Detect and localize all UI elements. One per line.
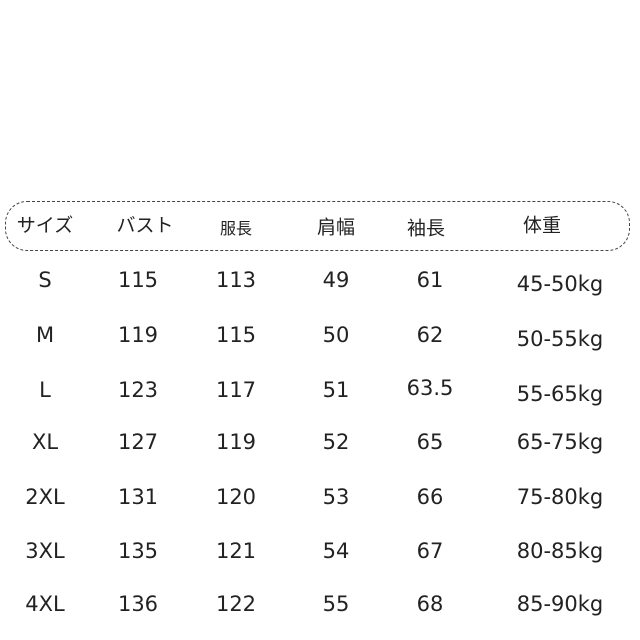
cell-size: 4XL (25, 592, 65, 616)
cell-size: XL (31, 430, 59, 454)
cell-sleeve: 63.5 (406, 376, 454, 400)
cell-bust: 115 (117, 268, 159, 292)
cell-bust: 136 (117, 592, 159, 616)
cell-weight: 85-90kg (516, 592, 604, 616)
cell-size: M (35, 323, 55, 347)
cell-length: 119 (215, 430, 257, 454)
header-shoulder: 肩幅 (316, 216, 356, 239)
cell-size: 3XL (25, 539, 65, 563)
cell-shoulder: 49 (322, 268, 350, 292)
header-row-box (5, 201, 630, 251)
header-weight: 体重 (522, 214, 562, 237)
cell-size: S (38, 268, 52, 292)
cell-weight: 80-85kg (516, 539, 604, 563)
header-size: サイズ (16, 214, 74, 237)
cell-shoulder: 51 (322, 378, 350, 402)
cell-sleeve: 65 (416, 430, 444, 454)
cell-weight: 55-65kg (516, 382, 604, 406)
cell-sleeve: 61 (416, 268, 444, 292)
cell-weight: 45-50kg (516, 272, 604, 296)
cell-shoulder: 55 (322, 592, 350, 616)
cell-shoulder: 52 (322, 430, 350, 454)
header-length: 服長 (219, 219, 253, 238)
cell-bust: 119 (117, 323, 159, 347)
cell-length: 121 (215, 539, 257, 563)
cell-length: 113 (215, 268, 257, 292)
cell-shoulder: 53 (322, 485, 350, 509)
cell-sleeve: 66 (416, 485, 444, 509)
cell-weight: 50-55kg (516, 327, 604, 351)
header-sleeve: 袖長 (406, 217, 446, 240)
header-bust: バスト (116, 214, 174, 237)
cell-weight: 75-80kg (516, 485, 604, 509)
cell-bust: 127 (117, 430, 159, 454)
cell-bust: 123 (117, 378, 159, 402)
cell-size: L (39, 378, 51, 402)
cell-sleeve: 67 (416, 539, 444, 563)
cell-bust: 131 (117, 485, 159, 509)
cell-weight: 65-75kg (516, 430, 604, 454)
cell-bust: 135 (117, 539, 159, 563)
cell-length: 117 (215, 378, 257, 402)
cell-length: 115 (215, 323, 257, 347)
cell-length: 120 (215, 485, 257, 509)
cell-size: 2XL (25, 485, 65, 509)
cell-sleeve: 62 (416, 323, 444, 347)
cell-sleeve: 68 (416, 592, 444, 616)
cell-shoulder: 50 (322, 323, 350, 347)
cell-shoulder: 54 (322, 539, 350, 563)
cell-length: 122 (215, 592, 257, 616)
